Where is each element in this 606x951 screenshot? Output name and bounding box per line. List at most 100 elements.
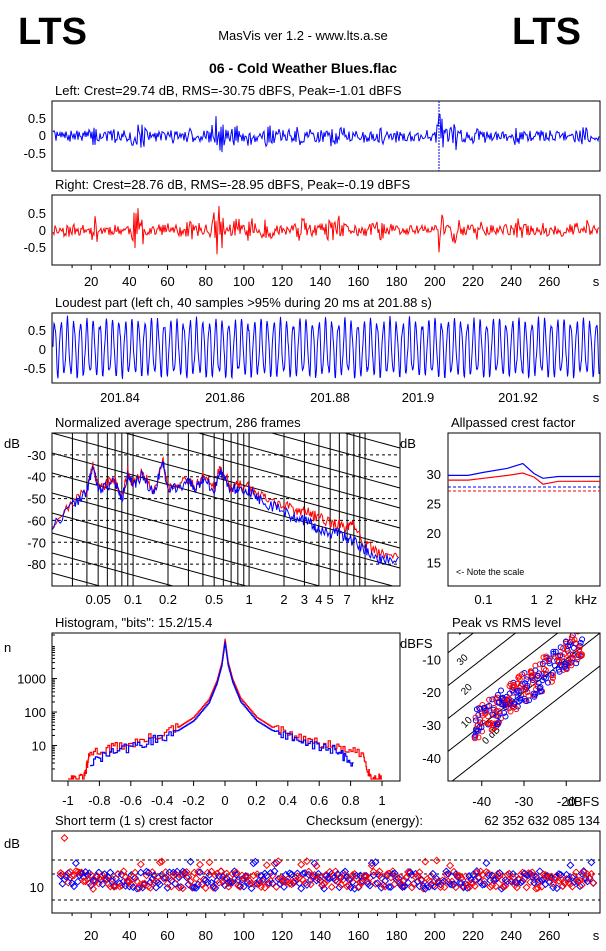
crest-point	[562, 874, 571, 883]
crest-point	[341, 870, 350, 879]
peak-rms-point	[521, 670, 528, 676]
crest-point	[545, 873, 554, 882]
crest-point	[155, 880, 164, 889]
crest-point	[129, 883, 138, 892]
spectrum-panel: Normalized average spectrum, 286 frames …	[4, 415, 401, 607]
xtick: 200	[424, 274, 446, 289]
crest-point	[241, 872, 250, 880]
app-title: MasVis ver 1.2 - www.lts.a.se	[218, 28, 388, 43]
crest-point	[327, 883, 336, 892]
left-waveform-panel: Left: Crest=29.74 dB, RMS=-30.75 dBFS, P…	[24, 83, 601, 172]
peak-rms-point	[579, 636, 586, 643]
allpassed-yticks: 30 25 20 15	[427, 467, 441, 570]
crest-point	[259, 875, 267, 884]
right-waveform-line	[52, 205, 600, 255]
ytick: 30	[427, 467, 441, 482]
crest-point	[371, 879, 380, 888]
crest-point	[89, 884, 98, 893]
crest-point	[417, 875, 426, 884]
xtick: 5	[327, 592, 334, 607]
peak-rms-point	[538, 688, 544, 695]
crest-point	[386, 873, 395, 882]
spectrum-title: Normalized average spectrum, 286 frames	[55, 415, 301, 430]
crest-point	[270, 867, 279, 876]
peak-rms-point	[556, 668, 563, 675]
crest-diagonal	[451, 665, 600, 781]
crest-point	[518, 877, 527, 886]
peak-rms-point	[563, 640, 570, 647]
peak-rms-title: Peak vs RMS level	[452, 615, 561, 630]
peak-rms-point	[494, 721, 501, 728]
xtick: 100	[233, 274, 255, 289]
xtick: kHz	[372, 592, 394, 607]
crest-point	[68, 871, 77, 880]
checksum-value: 62 352 632 085 134	[484, 813, 600, 828]
xtick: 160	[348, 274, 370, 289]
peak-rms-point	[472, 717, 479, 724]
allpassed-left-line	[448, 462, 600, 479]
peak-rms-point	[555, 658, 562, 665]
ytick: 0.5	[28, 111, 46, 126]
xtick: 40	[122, 274, 136, 289]
xtick: 240	[500, 274, 522, 289]
crest-point	[81, 877, 90, 886]
crest-point	[333, 877, 342, 886]
crest-point	[530, 872, 539, 880]
diagonal-label: 30	[455, 652, 471, 668]
xtick: 0.05	[86, 592, 111, 607]
spectrum-slope-line	[52, 532, 249, 586]
peak-rms-point	[536, 661, 543, 668]
crest-point	[268, 879, 277, 888]
spectrum-xticks: 0.05 0.1 0.2 0.5 1 2 3 4 5 7 kHz	[86, 592, 395, 607]
peak-rms-point	[540, 654, 547, 661]
crest-point	[365, 881, 374, 890]
crest-point	[421, 857, 430, 866]
crest-point	[131, 874, 140, 883]
crest-point	[448, 877, 456, 886]
crest-point	[211, 884, 220, 892]
xtick: -0.8	[88, 793, 110, 808]
ytick: 0	[39, 223, 46, 238]
xtick: 100	[233, 928, 255, 943]
crest-point	[352, 875, 361, 883]
histogram-ylabel: n	[4, 640, 11, 655]
crest-point	[476, 867, 485, 876]
xtick: -0.4	[151, 793, 173, 808]
peak-rms-point	[561, 650, 568, 657]
peak-rms-point	[523, 698, 530, 705]
crest-point	[205, 870, 214, 879]
crest-point	[556, 874, 565, 883]
peak-rms-point	[549, 669, 556, 676]
ytick: -40	[27, 470, 46, 485]
spectrum-slope-line	[269, 433, 400, 469]
ytick: 0	[39, 128, 46, 143]
peak-rms-point	[568, 662, 575, 669]
crest-point	[482, 859, 491, 868]
crest-point	[491, 882, 500, 891]
histogram-panel: Histogram, "bits": 15.2/15.4 n 100010010…	[4, 615, 401, 808]
ytick: 20	[427, 526, 441, 541]
right-waveform-title: Right: Crest=28.76 dB, RMS=-28.95 dBFS, …	[55, 177, 410, 192]
peak-rms-point	[473, 706, 480, 713]
xtick: 40	[122, 928, 136, 943]
peak-rms-point	[499, 694, 506, 701]
short-term-ylabel: dB	[4, 836, 20, 851]
crest-point	[331, 867, 340, 876]
xtick: 3	[301, 592, 308, 607]
xtick: 160	[348, 928, 370, 943]
crest-point	[520, 874, 529, 883]
peak-rms-point	[571, 636, 578, 643]
allpassed-ylabel: dB	[400, 436, 416, 451]
xtick: 2	[280, 592, 287, 607]
crest-point	[427, 872, 435, 881]
xtick: -0.6	[120, 793, 142, 808]
crest-point	[532, 872, 540, 881]
peak-rms-point	[495, 699, 502, 706]
crest-point	[511, 881, 519, 890]
xtick: 201.84	[100, 390, 140, 405]
crest-point	[335, 883, 344, 892]
ytick: 100	[24, 705, 46, 720]
crest-point	[201, 876, 210, 884]
spectrum-slope-line	[196, 433, 400, 489]
